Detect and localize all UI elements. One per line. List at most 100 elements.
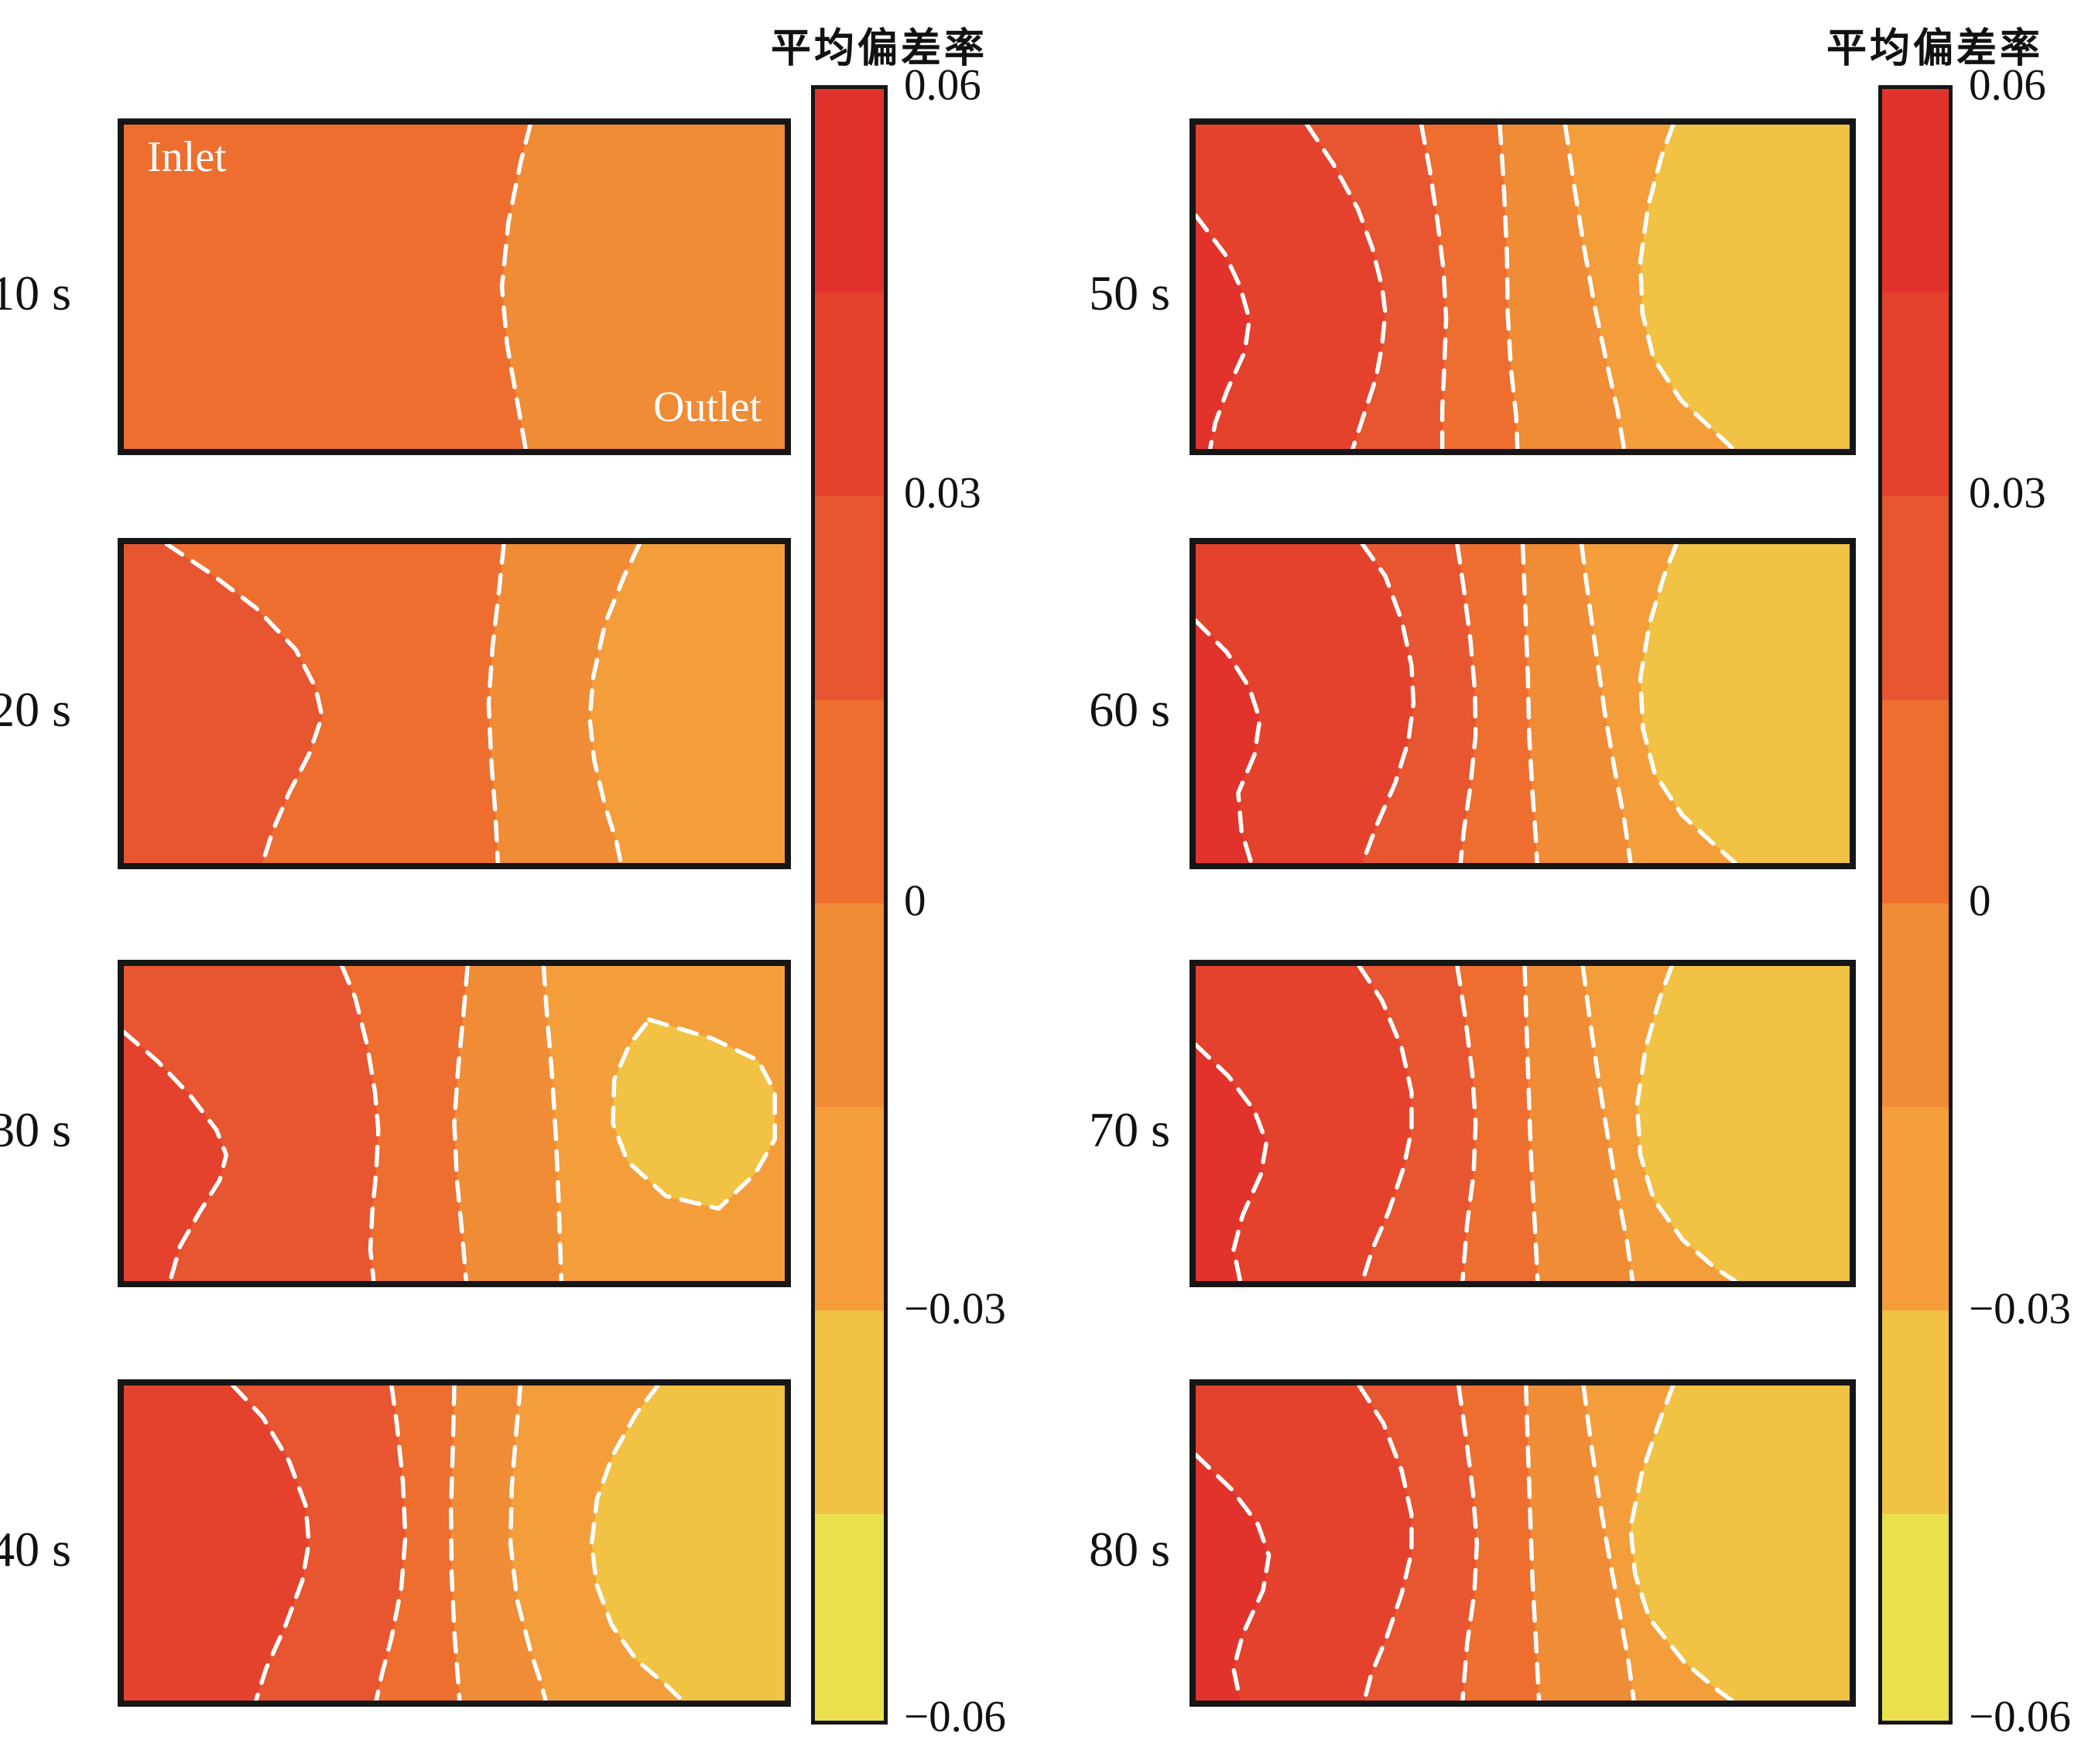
contour-line xyxy=(452,966,470,1281)
contour-map-50s xyxy=(1196,125,1850,449)
colorbar-segment xyxy=(1882,1514,1949,1721)
colorbar-title-left: 平均偏差率 xyxy=(770,27,988,71)
contour-map-20s xyxy=(124,544,785,863)
contour-line xyxy=(1455,966,1478,1281)
outlet-label: Outlet xyxy=(653,383,762,431)
time-label-40s: 40 s xyxy=(0,1521,71,1577)
time-label-80s: 80 s xyxy=(1089,1521,1170,1577)
contour-band xyxy=(1196,215,1250,449)
contour-band xyxy=(501,125,785,449)
colorbar-tick-0.03: 0.03 xyxy=(1969,468,2046,518)
contour-panel-40s xyxy=(118,1379,791,1707)
colorbar-tick-−0.06: −0.06 xyxy=(1969,1692,2071,1742)
contour-line xyxy=(1196,618,1262,863)
contour-band xyxy=(591,1386,785,1701)
contour-line xyxy=(1357,1386,1414,1701)
contour-line xyxy=(1304,125,1388,449)
contour-line xyxy=(611,1017,777,1211)
time-label-60s: 60 s xyxy=(1089,682,1170,737)
colorbar-segment xyxy=(815,293,884,496)
contour-band xyxy=(1637,966,1850,1281)
contour-band xyxy=(1630,1386,1850,1701)
contour-band xyxy=(1196,1454,1269,1701)
contour-line xyxy=(1580,966,1635,1281)
contour-map-60s xyxy=(1196,544,1850,863)
contour-line xyxy=(1456,1386,1480,1701)
contour-line xyxy=(1579,544,1633,863)
contour-line xyxy=(499,125,532,449)
contour-line xyxy=(589,1386,685,1701)
colorbar-tick-−0.06: −0.06 xyxy=(904,1692,1006,1742)
contour-band xyxy=(1640,544,1850,863)
contour-panel-80s xyxy=(1189,1379,1856,1707)
contour-panel-30s xyxy=(118,960,791,1287)
contour-line xyxy=(164,544,324,863)
contour-line xyxy=(1628,1386,1734,1701)
colorbar-tick-0: 0 xyxy=(904,876,926,926)
colorbar-segment xyxy=(1882,1107,1949,1310)
colorbar-right xyxy=(1878,85,1953,1725)
contour-line xyxy=(1196,1043,1269,1281)
colorbar-segment xyxy=(815,700,884,903)
contour-line xyxy=(486,544,506,863)
contour-line xyxy=(1581,1386,1636,1701)
colorbar-segment xyxy=(815,903,884,1107)
contour-band xyxy=(124,1032,227,1281)
contour-line xyxy=(1196,1452,1272,1701)
contour-line xyxy=(1419,125,1449,449)
contour-panel-50s xyxy=(1189,118,1856,455)
contour-line xyxy=(1360,544,1416,863)
contour-line xyxy=(231,1386,311,1701)
contour-band xyxy=(613,1019,775,1209)
colorbar-tick-0.06: 0.06 xyxy=(904,60,981,110)
contour-line xyxy=(1196,213,1252,449)
contour-line xyxy=(1563,125,1627,449)
colorbar-segment xyxy=(1882,700,1949,903)
contour-map-30s xyxy=(124,966,785,1281)
contour-line xyxy=(1634,966,1737,1281)
contour-line xyxy=(124,1029,229,1281)
contour-band xyxy=(1640,125,1850,449)
contour-panel-60s xyxy=(1189,538,1856,869)
colorbar-tick-0.06: 0.06 xyxy=(1969,60,2046,110)
colorbar-segment xyxy=(1882,89,1949,293)
colorbar-left xyxy=(811,85,888,1725)
contour-band xyxy=(590,544,785,863)
time-label-50s: 50 s xyxy=(1089,265,1170,320)
contour-panel-10s: Inlet Outlet xyxy=(118,118,791,455)
inlet-label: Inlet xyxy=(147,133,227,181)
colorbar-segment xyxy=(815,1107,884,1310)
contour-line xyxy=(1523,1386,1542,1701)
contour-line xyxy=(508,1386,548,1701)
contour-line xyxy=(340,966,381,1281)
colorbar-segment xyxy=(1882,496,1949,700)
contour-line xyxy=(1455,544,1478,863)
colorbar-tick-0.03: 0.03 xyxy=(904,468,981,518)
colorbar-segment xyxy=(815,1514,884,1721)
time-label-30s: 30 s xyxy=(0,1101,71,1157)
contour-line xyxy=(1638,544,1737,863)
contour-panel-20s xyxy=(118,538,791,869)
contour-line xyxy=(374,1386,408,1701)
contour-panel-70s xyxy=(1189,960,1856,1287)
contour-line xyxy=(541,966,564,1281)
colorbar-segment xyxy=(815,89,884,293)
contour-line xyxy=(1522,966,1540,1281)
contour-line xyxy=(448,1386,462,1701)
contour-map-40s xyxy=(124,1386,785,1701)
contour-map-80s xyxy=(1196,1386,1850,1701)
colorbar-segment xyxy=(815,1310,884,1514)
colorbar-segment xyxy=(815,496,884,700)
contour-line xyxy=(587,544,642,863)
colorbar-title-right: 平均偏差率 xyxy=(1826,27,2044,71)
contour-line xyxy=(1498,125,1520,449)
colorbar-tick-−0.03: −0.03 xyxy=(904,1284,1006,1334)
time-label-70s: 70 s xyxy=(1089,1101,1170,1157)
colorbar-segment xyxy=(1882,293,1949,496)
time-label-10s: 10 s xyxy=(0,265,71,320)
colorbar-tick-−0.03: −0.03 xyxy=(1969,1284,2071,1334)
contour-map-10s xyxy=(124,125,785,449)
colorbar-segment xyxy=(1882,903,1949,1107)
colorbar-tick-0: 0 xyxy=(1969,876,1991,926)
